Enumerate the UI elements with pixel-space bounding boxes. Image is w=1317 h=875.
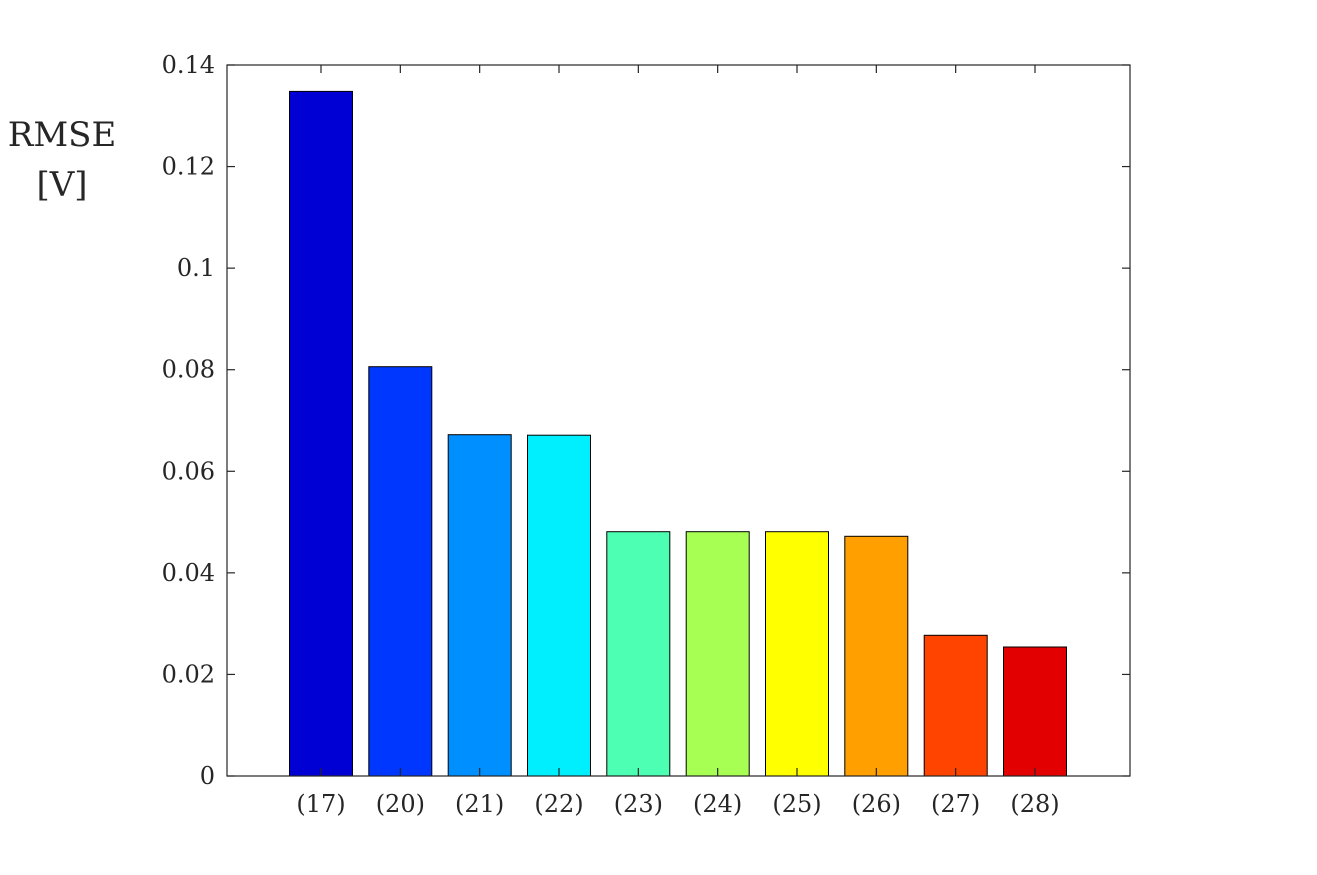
x-tick-label: (21): [455, 790, 504, 818]
x-tick-label: (24): [693, 790, 742, 818]
x-tick-label: (23): [614, 790, 663, 818]
y-tick-label: 0.04: [162, 559, 215, 587]
bar-23: [606, 531, 671, 777]
bar-27: [923, 634, 988, 777]
x-tick-label: (17): [296, 790, 345, 818]
x-tick-label: (26): [852, 790, 901, 818]
x-tick-labels: (17) (20) (21) (22) (23) (24) (25) (26) (27) (28): [296, 790, 1059, 818]
y-tick-label: 0.08: [162, 356, 215, 384]
x-tick-label: (28): [1010, 790, 1059, 818]
bar-22: [527, 434, 591, 777]
bar-20: [368, 366, 433, 777]
y-axis-label-line-1: RMSE: [8, 115, 117, 155]
y-tick-label: 0.02: [162, 660, 215, 688]
y-tick-labels: 0 0.02 0.04 0.06 0.08 0.1 0.12 0.14: [162, 51, 215, 790]
axes-box: [226, 64, 1131, 777]
bar-24: [685, 531, 750, 777]
y-tick-label: 0: [200, 762, 215, 790]
bars-group: [289, 90, 1067, 777]
bar-26: [844, 535, 909, 777]
y-tick-label: 0.06: [162, 457, 215, 485]
bar-21: [447, 434, 512, 777]
y-tick-label: 0.12: [162, 153, 215, 181]
x-tick-label: (27): [931, 790, 980, 818]
y-axis-label-line-2: [V]: [36, 165, 87, 205]
x-tick-label: (20): [376, 790, 425, 818]
bar-25: [765, 531, 829, 777]
x-tick-label: (22): [534, 790, 583, 818]
x-tick-label: (25): [772, 790, 821, 818]
plot-area: [227, 65, 1130, 776]
axes-group: [226, 64, 1131, 777]
bar-28: [1003, 646, 1067, 777]
y-tick-label: 0.14: [162, 51, 215, 79]
y-tick-label: 0.1: [177, 254, 215, 282]
plot-background: [227, 65, 1130, 776]
bar-17: [289, 90, 353, 777]
